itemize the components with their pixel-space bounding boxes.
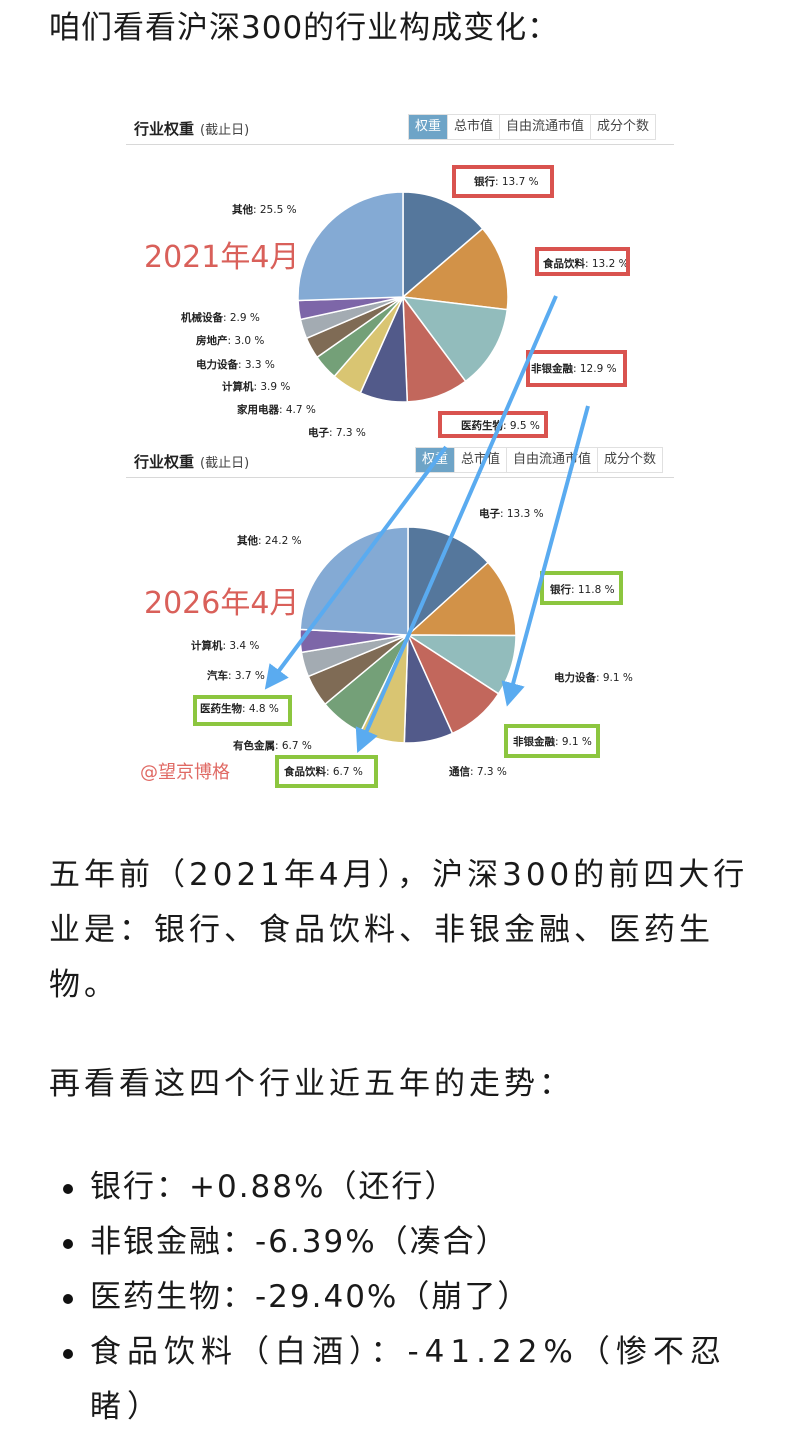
highlight-box-pharma bbox=[438, 411, 548, 438]
label-real-estate: 房地产: 3.0 % bbox=[196, 335, 265, 347]
date-label-2021: 2021年4月 bbox=[144, 240, 300, 275]
label-computer: 计算机: 3.9 % bbox=[222, 381, 291, 393]
label-auto: 汽车: 3.7 % bbox=[207, 670, 265, 682]
highlight-box-pharma bbox=[193, 695, 292, 726]
pie-slice bbox=[402, 191, 484, 299]
bullet-icon bbox=[63, 1239, 73, 1249]
chart-title-text: 行业权重 bbox=[134, 120, 195, 138]
highlight-box-non-bank-finance bbox=[526, 350, 627, 387]
pie-slice bbox=[299, 526, 409, 636]
chart-title-text: 行业权重 bbox=[134, 453, 195, 471]
label-bank: 银行: 13.7 % bbox=[474, 176, 539, 188]
paragraph-trend-intro: 再看看这四个行业近五年的走势： bbox=[49, 1066, 574, 1102]
label-power-equipment: 电力设备: 3.3 % bbox=[196, 359, 275, 371]
list-item: 食品饮料（白酒）：-41.22%（惨不忍睹） bbox=[58, 1325, 758, 1435]
highlight-box-bank bbox=[452, 165, 554, 198]
trend-list: 银行：+0.88%（还行） 非银金融：-6.39%（凑合） 医药生物：-29.4… bbox=[58, 1160, 758, 1435]
tab-constituent-count[interactable]: 成分个数 bbox=[590, 115, 656, 139]
bullet-icon bbox=[63, 1294, 73, 1304]
label-computer: 计算机: 3.4 % bbox=[191, 640, 260, 652]
chart-title: 行业权重 (截止日) bbox=[134, 118, 249, 139]
tab-free-float-cap[interactable]: 自由流通市值 bbox=[499, 115, 591, 139]
chart-subtitle: (截止日) bbox=[200, 123, 250, 138]
label-nonferrous-metals: 有色金属: 6.7 % bbox=[233, 740, 312, 752]
label-power-equipment: 电力设备: 9.1 % bbox=[554, 672, 633, 684]
label-machinery: 机械设备: 2.9 % bbox=[181, 312, 260, 324]
chart-title: 行业权重 (截止日) bbox=[134, 451, 249, 472]
label-food-beverage: 食品饮料: 6.7 % bbox=[284, 766, 363, 778]
chart-subtitle: (截止日) bbox=[200, 456, 250, 471]
list-item: 医药生物：-29.40%（崩了） bbox=[58, 1270, 758, 1325]
tab-weight[interactable]: 权重 bbox=[409, 115, 448, 139]
tab-constituent-count[interactable]: 成分个数 bbox=[597, 448, 663, 472]
label-electronics: 电子: 7.3 % bbox=[308, 427, 366, 439]
list-item: 银行：+0.88%（还行） bbox=[58, 1160, 758, 1215]
label-pharma: 医药生物: 4.8 % bbox=[200, 703, 279, 715]
label-telecom: 通信: 7.3 % bbox=[449, 766, 507, 778]
highlight-box-food-beverage bbox=[275, 755, 378, 788]
label-electronics: 电子: 13.3 % bbox=[479, 508, 544, 520]
highlight-box-bank bbox=[540, 571, 623, 605]
tab-total-market-cap[interactable]: 总市值 bbox=[447, 115, 500, 139]
watermark: @望京博格 bbox=[140, 762, 230, 783]
date-label-2026: 2026年4月 bbox=[144, 586, 300, 621]
chart-tabs: 权重 总市值 自由流通市值 成分个数 bbox=[408, 114, 657, 140]
highlight-box-non-bank-finance bbox=[504, 724, 600, 758]
industry-weight-chart-2021: 行业权重 (截止日) 权重 总市值 自由流通市值 成分个数 bbox=[126, 112, 674, 442]
pie-slice bbox=[297, 191, 404, 302]
paragraph-top-four: 五年前（2021年4月），沪深300的前四大行业是：银行、食品饮料、非银金融、医… bbox=[49, 857, 749, 1003]
bullet-icon bbox=[63, 1184, 73, 1194]
label-other: 其他: 25.5 % bbox=[232, 204, 297, 216]
label-food-beverage: 食品饮料: 13.2 % bbox=[543, 258, 629, 270]
chart-header: 行业权重 (截止日) 权重 总市值 自由流通市值 成分个数 bbox=[126, 112, 674, 145]
label-other: 其他: 24.2 % bbox=[237, 535, 302, 547]
intro-heading: 咱们看看沪深300的行业构成变化： bbox=[49, 10, 560, 46]
label-appliances: 家用电器: 4.7 % bbox=[237, 404, 316, 416]
highlight-box-food-beverage bbox=[535, 247, 630, 276]
list-item: 非银金融：-6.39%（凑合） bbox=[58, 1215, 758, 1270]
bullet-icon bbox=[63, 1349, 73, 1359]
